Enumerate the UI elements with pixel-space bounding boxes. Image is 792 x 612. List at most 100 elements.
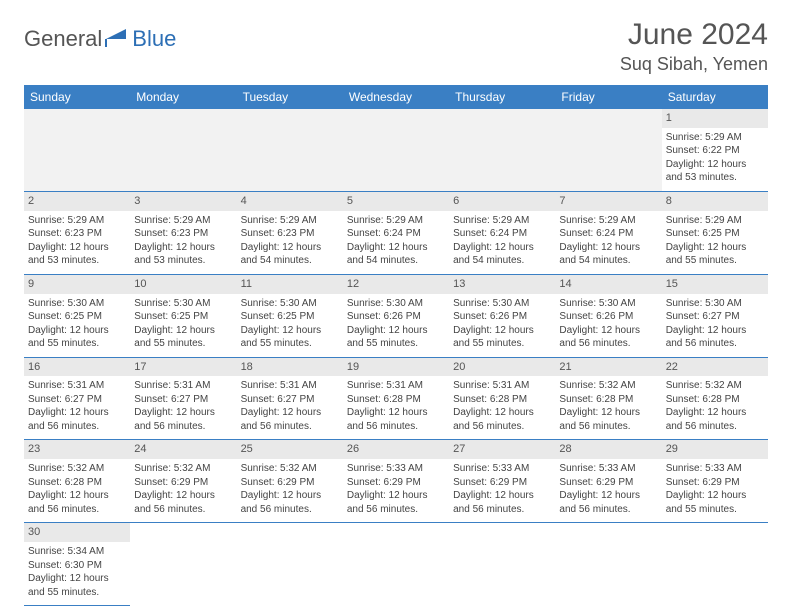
day-number: 1 — [662, 109, 768, 128]
day-cell — [237, 542, 343, 606]
location: Suq Sibah, Yemen — [620, 54, 768, 75]
day-cell — [130, 128, 236, 192]
day-cell — [555, 542, 661, 606]
day-number: 27 — [449, 440, 555, 459]
day-cell: Sunrise: 5:29 AMSunset: 6:23 PMDaylight:… — [24, 211, 130, 275]
daynum-row: 2345678 — [24, 191, 768, 210]
header: General Blue June 2024 Suq Sibah, Yemen — [24, 18, 768, 75]
detail-row: Sunrise: 5:34 AMSunset: 6:30 PMDaylight:… — [24, 542, 768, 606]
day-cell: Sunrise: 5:30 AMSunset: 6:27 PMDaylight:… — [662, 294, 768, 358]
logo-text-blue: Blue — [132, 26, 176, 52]
day-cell: Sunrise: 5:30 AMSunset: 6:25 PMDaylight:… — [130, 294, 236, 358]
page-title: June 2024 — [620, 18, 768, 52]
day-number: 4 — [237, 191, 343, 210]
day-cell: Sunrise: 5:29 AMSunset: 6:24 PMDaylight:… — [449, 211, 555, 275]
day-number: 6 — [449, 191, 555, 210]
day-header: Sunday — [24, 85, 130, 109]
day-cell — [130, 542, 236, 606]
day-cell: Sunrise: 5:31 AMSunset: 6:27 PMDaylight:… — [24, 376, 130, 440]
day-cell: Sunrise: 5:32 AMSunset: 6:28 PMDaylight:… — [24, 459, 130, 523]
day-cell: Sunrise: 5:29 AMSunset: 6:24 PMDaylight:… — [555, 211, 661, 275]
detail-row: Sunrise: 5:29 AMSunset: 6:22 PMDaylight:… — [24, 128, 768, 192]
day-number: 20 — [449, 357, 555, 376]
day-number: 24 — [130, 440, 236, 459]
day-cell — [24, 128, 130, 192]
day-cell — [343, 542, 449, 606]
day-cell: Sunrise: 5:33 AMSunset: 6:29 PMDaylight:… — [343, 459, 449, 523]
day-number: 2 — [24, 191, 130, 210]
day-number — [237, 109, 343, 128]
day-number: 13 — [449, 274, 555, 293]
daynum-row: 23242526272829 — [24, 440, 768, 459]
day-cell: Sunrise: 5:31 AMSunset: 6:28 PMDaylight:… — [343, 376, 449, 440]
daynum-row: 9101112131415 — [24, 274, 768, 293]
daynum-row: 16171819202122 — [24, 357, 768, 376]
day-header: Wednesday — [343, 85, 449, 109]
day-cell: Sunrise: 5:32 AMSunset: 6:29 PMDaylight:… — [237, 459, 343, 523]
day-number: 5 — [343, 191, 449, 210]
detail-row: Sunrise: 5:31 AMSunset: 6:27 PMDaylight:… — [24, 376, 768, 440]
detail-row: Sunrise: 5:32 AMSunset: 6:28 PMDaylight:… — [24, 459, 768, 523]
day-number: 19 — [343, 357, 449, 376]
day-cell — [449, 128, 555, 192]
day-number — [237, 523, 343, 542]
day-cell — [662, 542, 768, 606]
day-number — [662, 523, 768, 542]
day-number: 30 — [24, 523, 130, 542]
day-number: 29 — [662, 440, 768, 459]
detail-row: Sunrise: 5:30 AMSunset: 6:25 PMDaylight:… — [24, 294, 768, 358]
day-number: 12 — [343, 274, 449, 293]
day-cell: Sunrise: 5:32 AMSunset: 6:28 PMDaylight:… — [662, 376, 768, 440]
detail-row: Sunrise: 5:29 AMSunset: 6:23 PMDaylight:… — [24, 211, 768, 275]
day-cell: Sunrise: 5:33 AMSunset: 6:29 PMDaylight:… — [449, 459, 555, 523]
day-number — [555, 523, 661, 542]
day-number — [449, 109, 555, 128]
day-number: 15 — [662, 274, 768, 293]
day-number: 26 — [343, 440, 449, 459]
day-header-row: Sunday Monday Tuesday Wednesday Thursday… — [24, 85, 768, 109]
day-number: 23 — [24, 440, 130, 459]
day-cell — [555, 128, 661, 192]
day-cell: Sunrise: 5:29 AMSunset: 6:23 PMDaylight:… — [130, 211, 236, 275]
day-cell: Sunrise: 5:32 AMSunset: 6:29 PMDaylight:… — [130, 459, 236, 523]
day-number: 16 — [24, 357, 130, 376]
day-cell: Sunrise: 5:29 AMSunset: 6:22 PMDaylight:… — [662, 128, 768, 192]
day-cell: Sunrise: 5:31 AMSunset: 6:28 PMDaylight:… — [449, 376, 555, 440]
day-number: 11 — [237, 274, 343, 293]
day-number: 28 — [555, 440, 661, 459]
day-number — [449, 523, 555, 542]
day-cell: Sunrise: 5:32 AMSunset: 6:28 PMDaylight:… — [555, 376, 661, 440]
day-cell: Sunrise: 5:30 AMSunset: 6:26 PMDaylight:… — [343, 294, 449, 358]
day-header: Friday — [555, 85, 661, 109]
day-number — [130, 109, 236, 128]
day-number — [343, 109, 449, 128]
day-cell — [343, 128, 449, 192]
day-cell: Sunrise: 5:29 AMSunset: 6:24 PMDaylight:… — [343, 211, 449, 275]
day-cell: Sunrise: 5:31 AMSunset: 6:27 PMDaylight:… — [237, 376, 343, 440]
day-number: 7 — [555, 191, 661, 210]
day-number: 17 — [130, 357, 236, 376]
day-cell: Sunrise: 5:30 AMSunset: 6:26 PMDaylight:… — [555, 294, 661, 358]
day-number: 8 — [662, 191, 768, 210]
daynum-row: 30 — [24, 523, 768, 542]
day-number — [24, 109, 130, 128]
day-number: 10 — [130, 274, 236, 293]
day-cell: Sunrise: 5:30 AMSunset: 6:25 PMDaylight:… — [237, 294, 343, 358]
day-cell: Sunrise: 5:34 AMSunset: 6:30 PMDaylight:… — [24, 542, 130, 606]
day-number: 18 — [237, 357, 343, 376]
day-cell: Sunrise: 5:31 AMSunset: 6:27 PMDaylight:… — [130, 376, 236, 440]
day-cell — [449, 542, 555, 606]
day-number: 14 — [555, 274, 661, 293]
day-cell: Sunrise: 5:29 AMSunset: 6:23 PMDaylight:… — [237, 211, 343, 275]
day-cell: Sunrise: 5:33 AMSunset: 6:29 PMDaylight:… — [555, 459, 661, 523]
day-cell: Sunrise: 5:29 AMSunset: 6:25 PMDaylight:… — [662, 211, 768, 275]
day-header: Tuesday — [237, 85, 343, 109]
day-header: Thursday — [449, 85, 555, 109]
calendar-table: Sunday Monday Tuesday Wednesday Thursday… — [24, 85, 768, 606]
day-number — [343, 523, 449, 542]
day-number: 9 — [24, 274, 130, 293]
flag-icon — [104, 27, 130, 52]
day-number: 22 — [662, 357, 768, 376]
day-number: 25 — [237, 440, 343, 459]
title-block: June 2024 Suq Sibah, Yemen — [620, 18, 768, 75]
